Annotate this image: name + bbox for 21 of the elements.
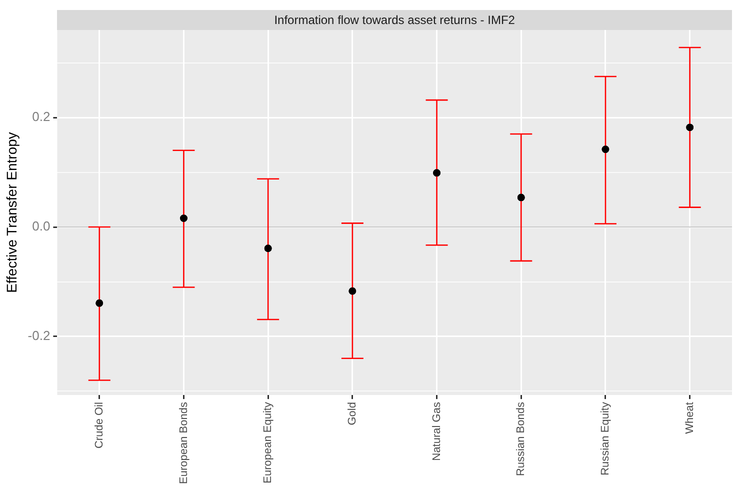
x-tick-label: Crude Oil: [93, 402, 106, 449]
x-tick-label: Russian Equity: [600, 402, 612, 476]
point: [602, 146, 610, 154]
chart-title: Information flow towards asset returns - IMF2: [57, 10, 732, 30]
point: [348, 287, 356, 295]
x-tick-label: European Bonds: [178, 402, 190, 484]
x-tick-label: Russian Bonds: [515, 402, 528, 476]
x-tick-label: European Equity: [262, 402, 274, 484]
x-tick-label: Gold: [346, 402, 358, 426]
point: [180, 214, 188, 222]
point: [264, 244, 272, 252]
point: [433, 169, 440, 177]
y-axis-title: Effective Transfer Entropy: [3, 132, 20, 293]
point: [686, 124, 694, 132]
y-tick-label: 0.2: [32, 109, 50, 124]
x-tick-label: Wheat: [684, 402, 696, 434]
y-tick-label: -0.2: [28, 328, 50, 344]
point: [517, 194, 525, 202]
point: [96, 299, 104, 307]
y-tick-label: 0.0: [32, 218, 50, 234]
x-tick-label: Natural Gas: [430, 402, 443, 461]
